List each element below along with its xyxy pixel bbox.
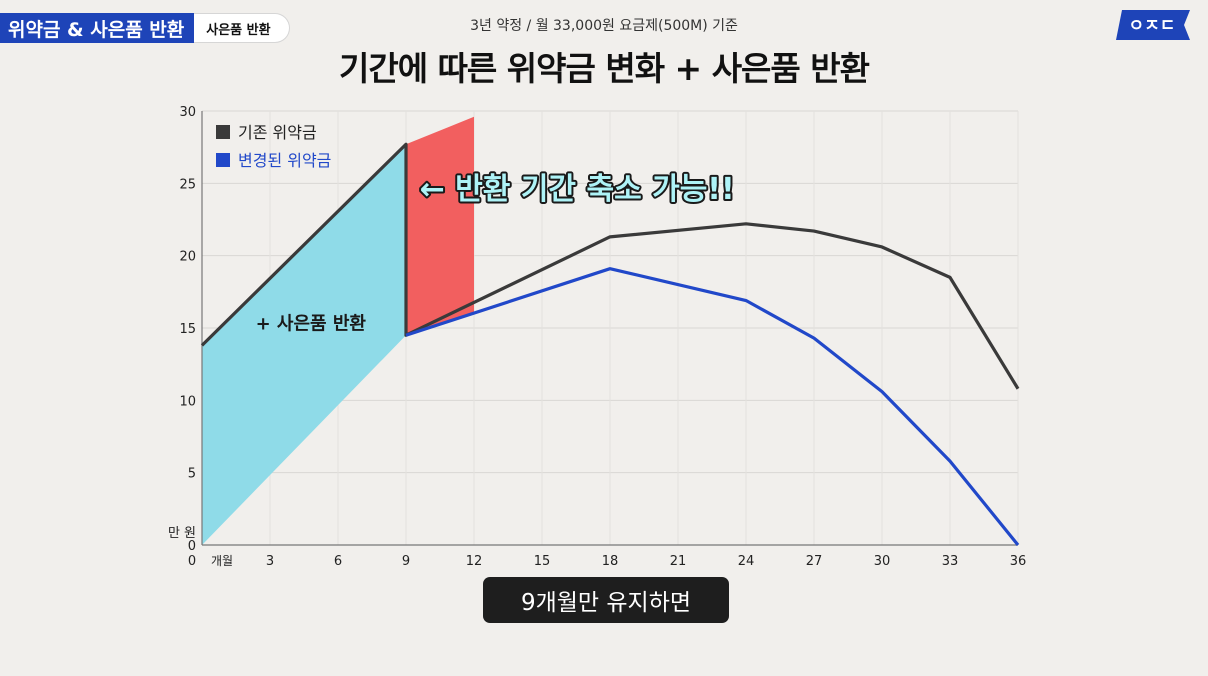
x-tick-label: 24 [738, 554, 755, 569]
y-tick-label: 15 [179, 322, 196, 337]
y-unit-label: 만 원 [168, 526, 196, 541]
y-tick-label: 20 [179, 250, 196, 265]
x-tick-label: 36 [1010, 554, 1027, 569]
logo-flag-shape [1116, 10, 1190, 40]
region-layer [202, 116, 474, 546]
chart-subtitle: 3년 약정 / 월 33,000원 요금제(500M) 기준 [470, 18, 738, 34]
legend-label: 기존 위약금 [238, 123, 317, 142]
x-tick-label: 33 [942, 554, 959, 569]
annotation-text: ← 반환 기간 축소 가능!! [420, 172, 735, 207]
top-tag-bar: 위약금 & 사은품 반환 사은품 반환 [0, 13, 290, 43]
caption-subtitle: 9개월만 유지하면 [483, 577, 729, 623]
logo-text: ㅇㅈㄷ [1129, 16, 1176, 36]
grid-layer [202, 110, 1019, 545]
gift-return-area [202, 144, 406, 546]
series-line-2 [405, 267, 1020, 547]
series-line-1 [200, 142, 1020, 390]
x-tick-label: 30 [874, 554, 891, 569]
y-tick-label: 25 [179, 177, 196, 192]
x-tick-label: 0 [188, 554, 196, 569]
channel-logo: ㅇㅈㄷ [1116, 10, 1190, 40]
x-tick-label: 6 [334, 554, 342, 569]
chart-title: 기간에 따른 위약금 변화 + 사은품 반환 [339, 49, 870, 88]
y-tick-label: 0 [188, 539, 196, 554]
y-tick-label: 5 [188, 467, 196, 482]
x-tick-label: 15 [534, 554, 551, 569]
legend-swatch [216, 125, 230, 139]
gift-return-label: + 사은품 반환 [256, 313, 367, 335]
x-tick-label: 9 [402, 554, 410, 569]
x-tick-label: 18 [602, 554, 619, 569]
legend-label: 변경된 위약금 [238, 151, 331, 170]
legend-swatch [216, 153, 230, 167]
line-layer [200, 142, 1020, 547]
reduced-return-area [406, 116, 474, 336]
y-tick-label: 10 [179, 394, 196, 409]
x-unit-label: 개월 [211, 554, 233, 568]
subsection-tag: 사은품 반환 [194, 13, 290, 43]
x-tick-label: 27 [806, 554, 823, 569]
x-tick-label: 3 [266, 554, 274, 569]
y-tick-label: 30 [179, 105, 196, 120]
x-tick-label: 21 [670, 554, 687, 569]
x-tick-label: 12 [466, 554, 483, 569]
section-tag: 위약금 & 사은품 반환 [0, 13, 195, 43]
